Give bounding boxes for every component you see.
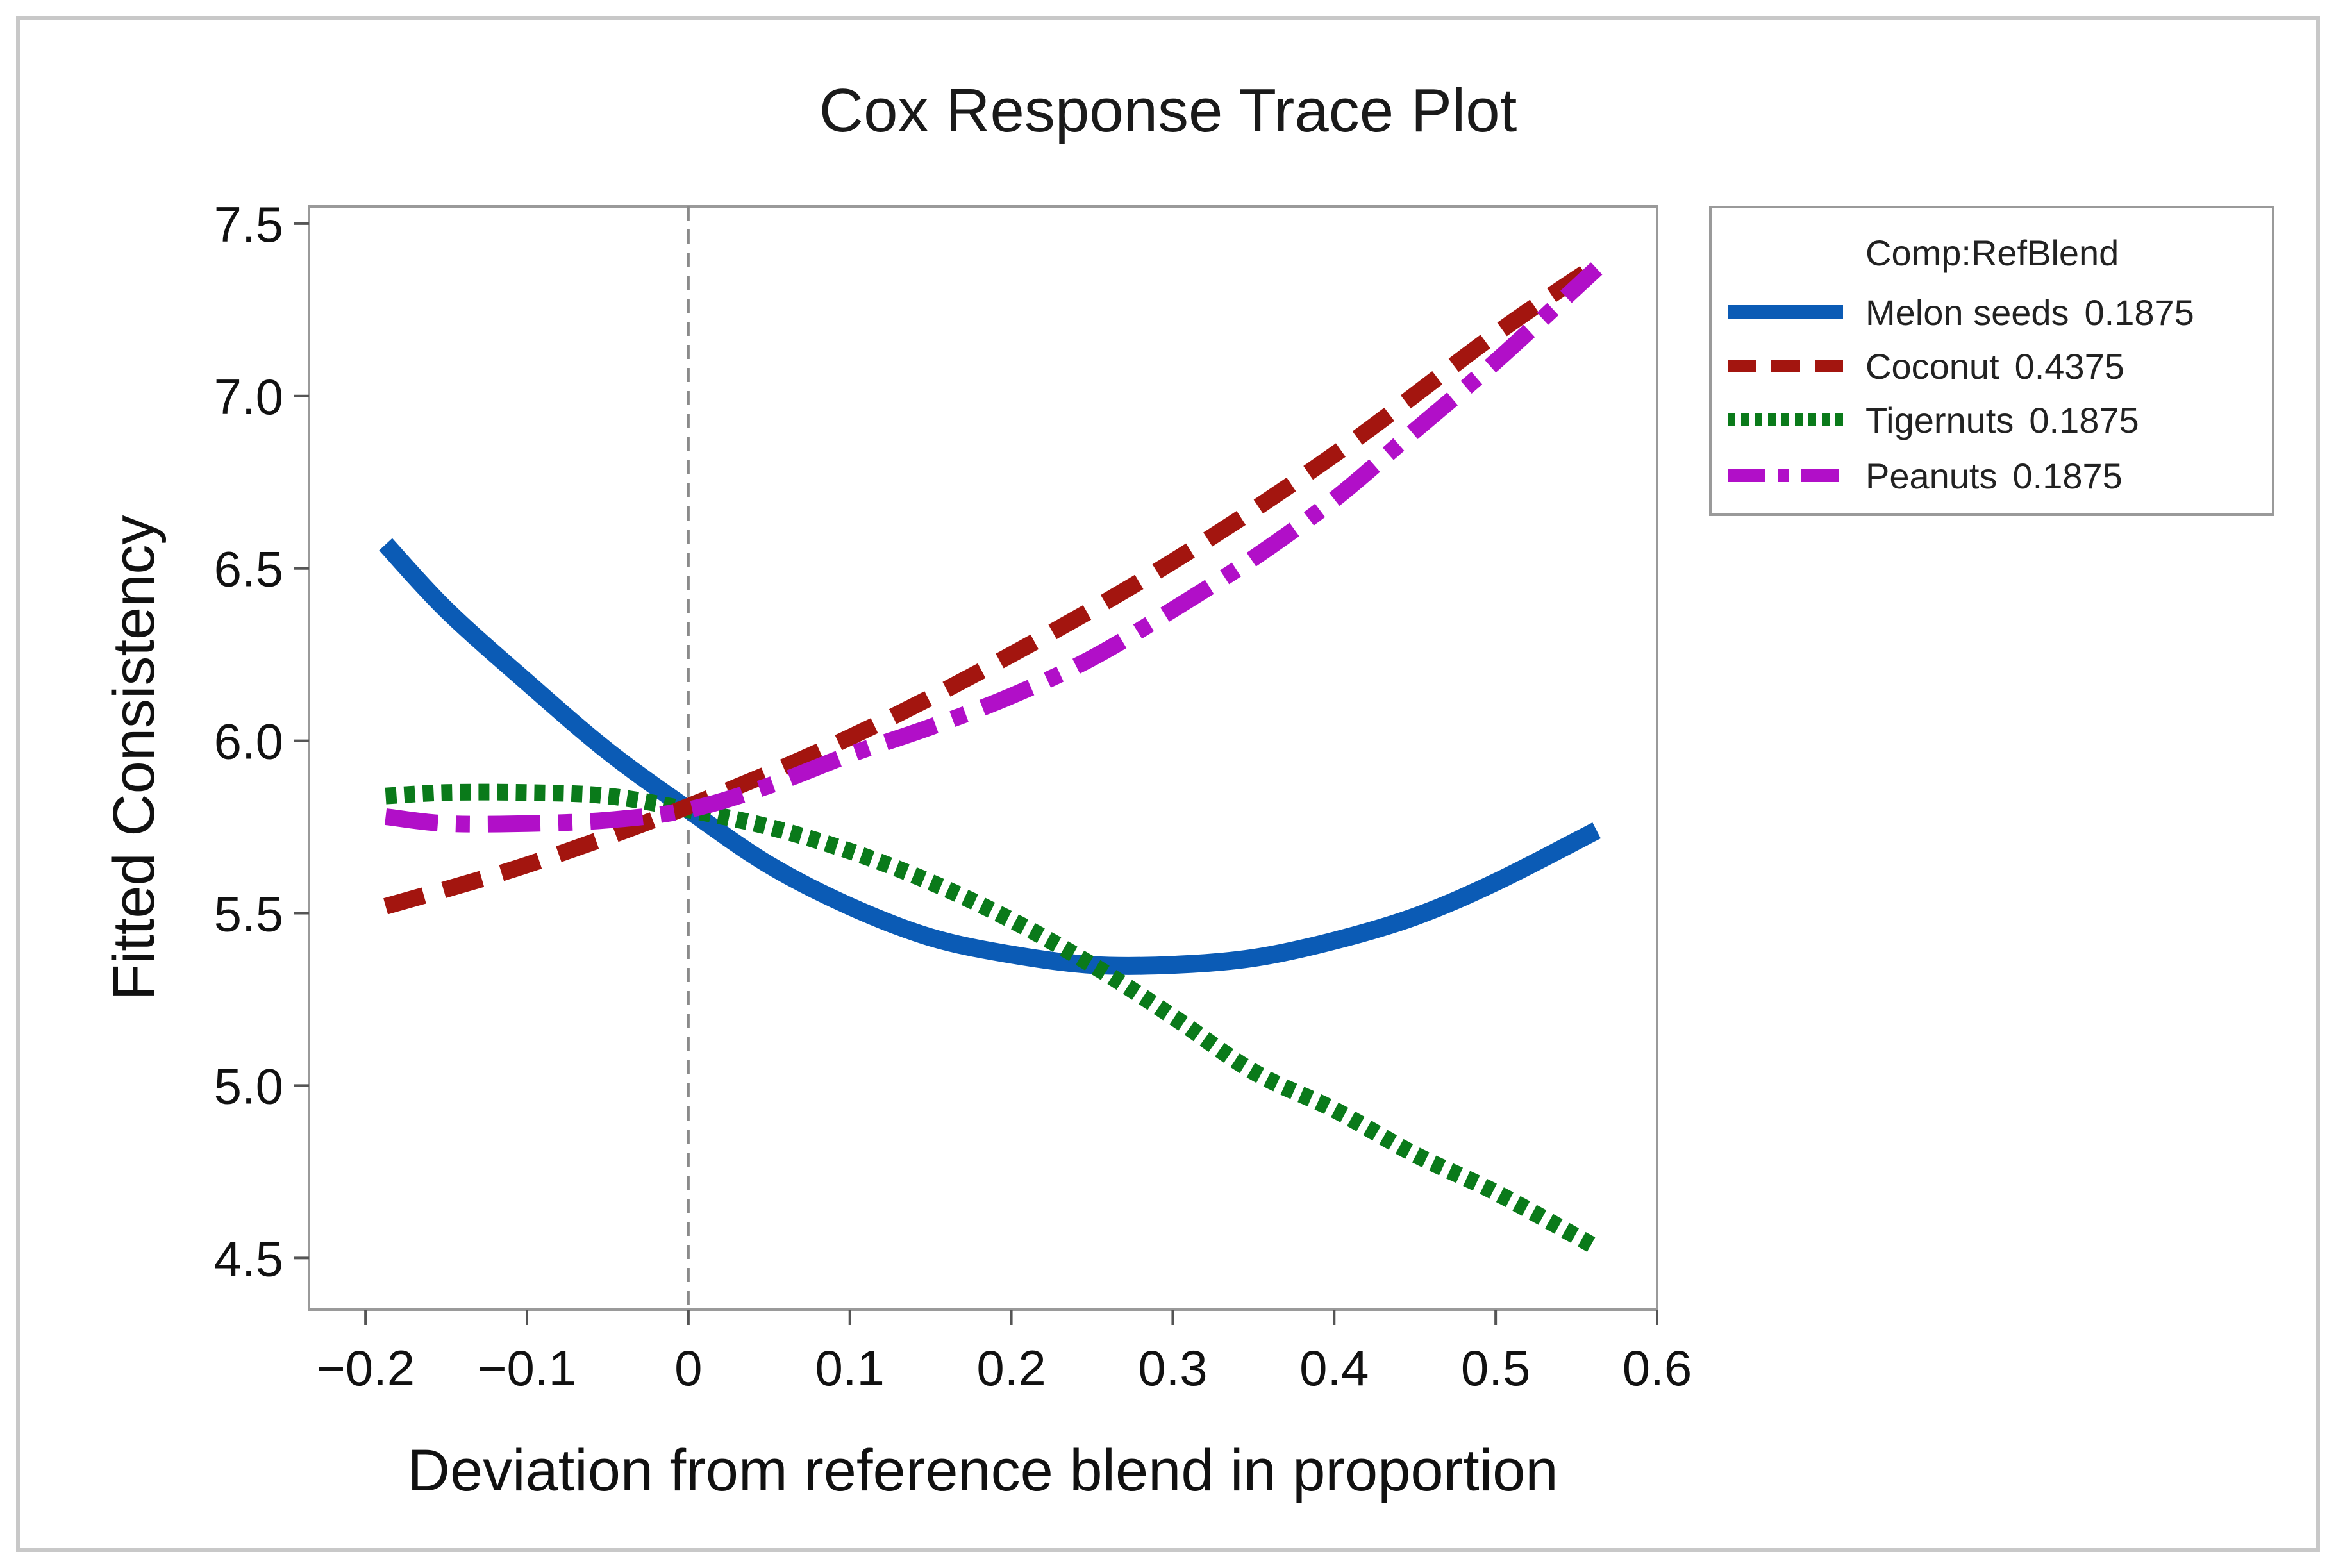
legend-label: Peanuts 0.1875 — [1865, 456, 2123, 496]
x-tick-label: 0 — [674, 1340, 702, 1396]
plot-area — [308, 205, 1658, 1311]
y-tick-label: 7.5 — [214, 196, 283, 253]
y-tick-label: 6.5 — [214, 541, 283, 597]
x-tick-label: 0.4 — [1299, 1340, 1369, 1396]
chart-title: Cox Response Trace Plot — [819, 76, 1517, 145]
y-tick-label: 5.0 — [214, 1058, 283, 1114]
x-tick-label: −0.2 — [316, 1340, 415, 1396]
x-axis-label: Deviation from reference blend in propor… — [408, 1438, 1558, 1503]
legend-series-name: Coconut — [1865, 346, 1999, 387]
legend-series-name: Tigernuts — [1865, 400, 2014, 440]
series-line-peanuts — [385, 262, 1603, 833]
y-tick-label: 7.0 — [214, 369, 283, 425]
x-tick-label: 0.2 — [976, 1340, 1046, 1396]
y-axis-label: Fitted Consistency — [101, 515, 167, 1001]
legend-box — [1709, 206, 2274, 516]
legend-series-name: Melon seeds — [1865, 292, 2069, 333]
y-tick-label: 5.5 — [214, 886, 283, 942]
legend-label: Coconut 0.4375 — [1865, 346, 2124, 387]
legend-series-value: 0.4375 — [2015, 346, 2124, 387]
y-tick-label: 4.5 — [214, 1230, 283, 1287]
x-tick-label: −0.1 — [478, 1340, 576, 1396]
legend-series-value: 0.1875 — [2029, 400, 2139, 440]
x-tick-label: 0.6 — [1623, 1340, 1692, 1396]
series-line-tigernuts — [385, 783, 1601, 1255]
legend-title: Comp:RefBlend — [1865, 233, 2119, 273]
y-tick-label: 6.0 — [214, 713, 283, 770]
legend: Comp:RefBlend Melon seeds 0.1875 Coconut 0.… — [1709, 206, 2274, 516]
series-line-coconut — [383, 258, 1601, 915]
legend-label: Melon seeds 0.1875 — [1865, 292, 2194, 333]
legend-series-value: 0.1875 — [2013, 456, 2123, 496]
x-tick-label: 0.5 — [1461, 1340, 1530, 1396]
x-tick-label: 0.1 — [815, 1340, 884, 1396]
series-line-melon-seeds — [379, 538, 1601, 975]
axes-layer: −0.2 −0.1 0 0.1 0.2 0.3 0.4 0.5 0.6 4.5 5.0 5.5 6.0 6… — [214, 196, 1692, 1396]
series-layer — [379, 258, 1603, 1255]
legend-series-value: 0.1875 — [2085, 292, 2194, 333]
legend-series-name: Peanuts — [1865, 456, 1998, 496]
x-tick-label: 0.3 — [1138, 1340, 1207, 1396]
legend-label: Tigernuts 0.1875 — [1865, 400, 2139, 440]
